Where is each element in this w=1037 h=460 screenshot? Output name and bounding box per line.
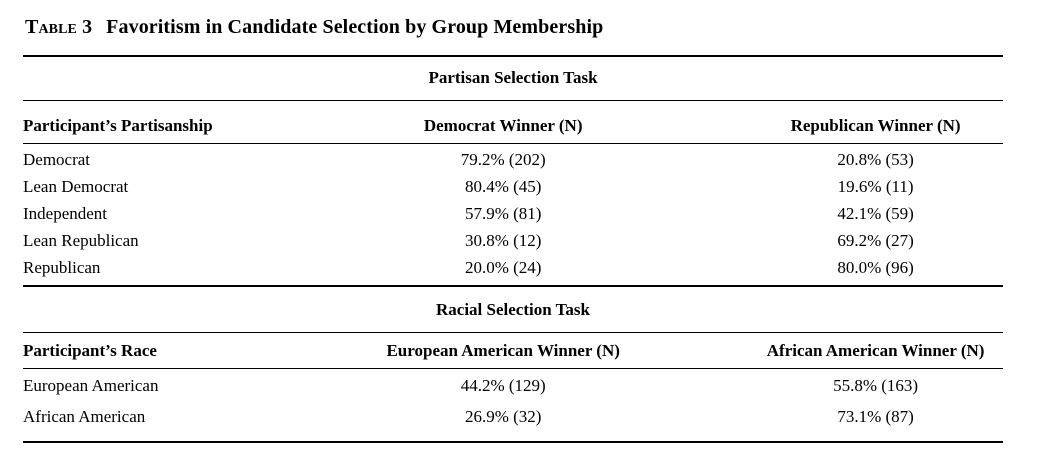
row-label: Republican <box>23 255 259 287</box>
table-cell: 80.0% (96) <box>748 255 1003 287</box>
column-header-european-american-winner: European American Winner (N) <box>258 332 749 369</box>
section-heading-partisan: Partisan Selection Task <box>23 56 1003 101</box>
table-cell: 19.6% (11) <box>837 177 914 196</box>
row-label: Lean Republican <box>23 231 139 250</box>
table-row-european-american: European American 44.2% (129) 55.8% (163… <box>23 369 1003 403</box>
table-cell: 57.9% (81) <box>464 204 542 223</box>
column-header-participants-partisanship: Participant’s Partisanship <box>23 100 259 144</box>
table-cell: 73.1% (87) <box>837 407 914 426</box>
table-cell: 42.1% (59) <box>837 204 914 223</box>
table-caption: Table 3 Favoritism in Candidate Selection… <box>25 14 1037 40</box>
paper-page: Table 3 Favoritism in Candidate Selection… <box>23 14 1037 443</box>
column-header-democrat-winner: Democrat Winner (N) <box>258 100 749 144</box>
header-row-partisan: Participant’s Partisanship Democrat Winn… <box>23 100 1003 144</box>
table-row-republican: Republican 20.0% (24) 80.0% (96) <box>23 255 1003 287</box>
header-row-racial: Participant’s Race European American Win… <box>23 332 1003 369</box>
table-cell: 20.0% (24) <box>258 255 749 287</box>
column-header-participants-race: Participant’s Race <box>23 332 259 369</box>
row-label: European American <box>23 376 159 395</box>
table-cell: 69.2% (27) <box>837 231 914 250</box>
table-row-african-american: African American 26.9% (32) 73.1% (87) <box>23 402 1003 442</box>
table-cell: 20.8% (53) <box>837 150 914 169</box>
table-number-label: Table 3 <box>25 16 93 38</box>
table-cell: 55.8% (163) <box>833 376 919 395</box>
table-row-democrat: Democrat 79.2% (202) 20.8% (53) <box>23 144 1003 175</box>
row-label: African American <box>23 407 146 426</box>
section-heading-row-racial: Racial Selection Task <box>23 286 1003 333</box>
section-heading-racial: Racial Selection Task <box>23 286 1003 333</box>
table-cell: 30.8% (12) <box>464 231 542 250</box>
table-cell: 26.9% (32) <box>464 407 542 426</box>
row-label: Independent <box>23 204 108 223</box>
table-row-independent: Independent 57.9% (81) 42.1% (59) <box>23 201 1003 228</box>
table-title: Favoritism in Candidate Selection by Gro… <box>106 16 604 38</box>
section-heading-row-partisan: Partisan Selection Task <box>23 56 1003 101</box>
column-header-african-american-winner: African American Winner (N) <box>748 332 1003 369</box>
row-label: Lean Democrat <box>23 177 129 196</box>
row-label: Democrat <box>23 150 91 169</box>
table-cell: 44.2% (129) <box>460 376 546 395</box>
table-row-lean-republican: Lean Republican 30.8% (12) 69.2% (27) <box>23 228 1003 255</box>
favoritism-table: Partisan Selection Task Participant’s Pa… <box>23 55 1003 443</box>
table-cell: 80.4% (45) <box>464 177 542 196</box>
table-row-lean-democrat: Lean Democrat 80.4% (45) 19.6% (11) <box>23 174 1003 201</box>
column-header-republican-winner: Republican Winner (N) <box>748 100 1003 144</box>
table-cell: 79.2% (202) <box>460 150 546 169</box>
